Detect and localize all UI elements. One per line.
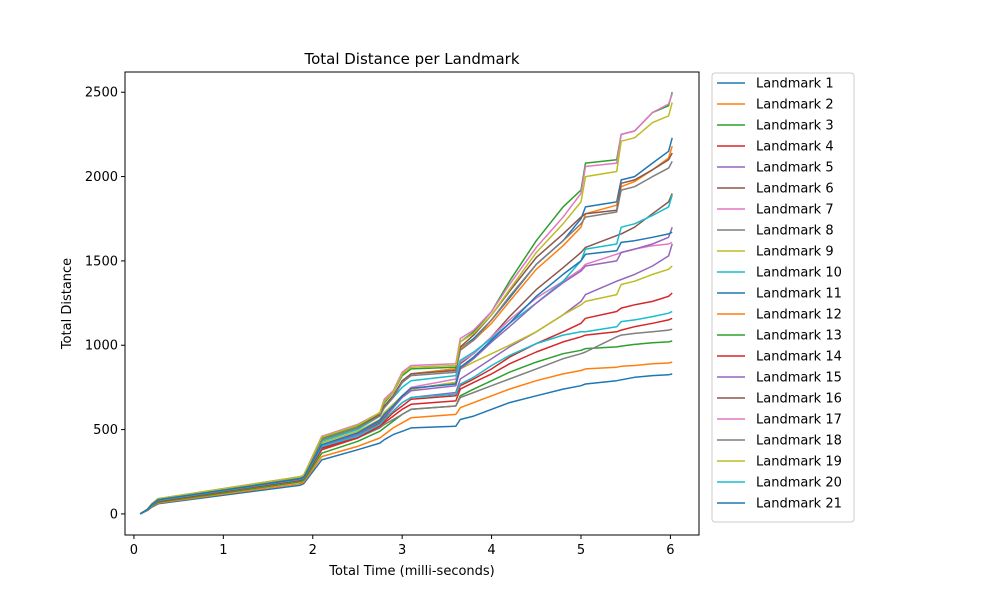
y-tick-label: 0 bbox=[110, 507, 118, 522]
legend-label: Landmark 5 bbox=[756, 161, 834, 176]
legend-label: Landmark 14 bbox=[756, 350, 842, 365]
legend-label: Landmark 17 bbox=[756, 413, 842, 428]
legend-label: Landmark 10 bbox=[756, 266, 842, 281]
series-line bbox=[139, 328, 673, 515]
x-tick-label: 2 bbox=[309, 543, 317, 558]
series-line bbox=[139, 373, 673, 515]
y-tick-label: 2500 bbox=[85, 86, 118, 101]
plot-frame bbox=[124, 71, 700, 536]
series-line bbox=[139, 231, 673, 515]
y-tick-label: 500 bbox=[93, 423, 118, 438]
series-line bbox=[139, 161, 673, 515]
x-tick-label: 3 bbox=[398, 543, 406, 558]
legend-frame bbox=[711, 72, 855, 523]
legend-label: Landmark 12 bbox=[756, 308, 842, 323]
legend-label: Landmark 8 bbox=[756, 224, 834, 239]
y-tick-label: 2000 bbox=[85, 170, 118, 185]
legend: Landmark 1 Landmark 2 Landmark 3 Landmark 4… bbox=[711, 72, 855, 523]
series-line bbox=[139, 137, 673, 515]
legend-label: Landmark 1 bbox=[756, 77, 834, 92]
series-line bbox=[139, 292, 673, 515]
x-axis: 0 1 2 3 4 5 6 bbox=[130, 535, 675, 558]
y-axis: 0 500 1000 1500 2000 2500 bbox=[85, 86, 125, 522]
series-line bbox=[139, 194, 673, 515]
legend-label: Landmark 4 bbox=[756, 140, 834, 155]
legend-label: Landmark 11 bbox=[756, 287, 842, 302]
legend-label: Landmark 20 bbox=[756, 476, 842, 491]
series-line bbox=[139, 152, 673, 515]
series-line bbox=[139, 92, 673, 515]
series-layer bbox=[139, 92, 673, 515]
x-tick-label: 4 bbox=[487, 543, 495, 558]
series-line bbox=[139, 102, 673, 515]
legend-label: Landmark 15 bbox=[756, 371, 842, 386]
legend-label: Landmark 2 bbox=[756, 98, 834, 113]
x-tick-label: 1 bbox=[219, 543, 227, 558]
series-line bbox=[139, 265, 673, 515]
legend-label: Landmark 7 bbox=[756, 203, 834, 218]
legend-label: Landmark 18 bbox=[756, 434, 842, 449]
legend-label: Landmark 19 bbox=[756, 455, 842, 470]
x-tick-label: 0 bbox=[130, 543, 138, 558]
legend-label: Landmark 16 bbox=[756, 392, 842, 407]
legend-label: Landmark 3 bbox=[756, 119, 834, 134]
legend-label: Landmark 21 bbox=[756, 497, 842, 512]
legend-label: Landmark 13 bbox=[756, 329, 842, 344]
series-line bbox=[139, 93, 673, 515]
series-line bbox=[139, 361, 673, 515]
x-axis-title: Total Time (milli-seconds) bbox=[328, 564, 495, 579]
x-tick-label: 5 bbox=[577, 543, 585, 558]
y-tick-label: 1000 bbox=[85, 339, 118, 354]
y-axis-title: Total Distance bbox=[60, 258, 75, 350]
series-line bbox=[139, 340, 673, 515]
x-tick-label: 6 bbox=[666, 543, 674, 558]
chart-title: Total Distance per Landmark bbox=[303, 50, 519, 68]
y-tick-label: 1500 bbox=[85, 254, 118, 269]
legend-label: Landmark 6 bbox=[756, 182, 834, 197]
series-line bbox=[139, 193, 673, 515]
legend-label: Landmark 9 bbox=[756, 245, 834, 260]
